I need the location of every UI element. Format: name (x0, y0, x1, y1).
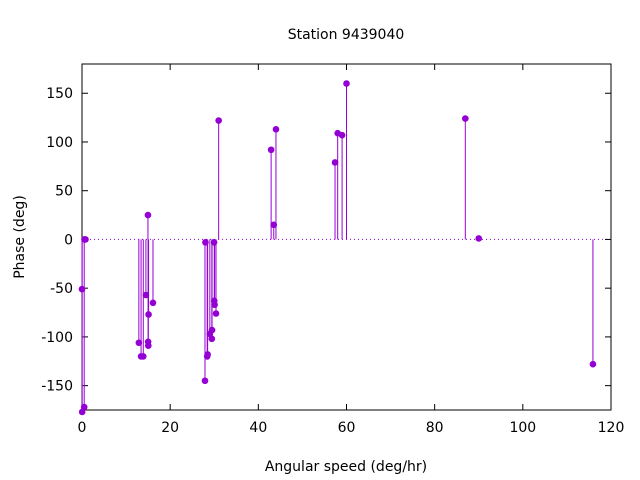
data-point (462, 115, 469, 122)
data-point (272, 126, 280, 133)
x-tick-label: 60 (338, 420, 356, 436)
data-point (208, 326, 216, 334)
y-tick-label: 50 (55, 184, 73, 200)
data-point (267, 146, 275, 154)
data-point (139, 353, 147, 360)
data-point (145, 311, 152, 318)
y-tick-label: -100 (41, 330, 73, 346)
data-point (80, 403, 88, 411)
data-point (202, 239, 209, 246)
x-tick-label: 40 (249, 420, 267, 436)
data-point (343, 80, 350, 87)
data-point (211, 301, 218, 309)
data-point (149, 299, 157, 307)
data-point (201, 377, 209, 385)
data-point (589, 360, 597, 368)
y-tick-label: 0 (64, 232, 73, 248)
data-point (204, 351, 211, 358)
data-point (145, 342, 152, 349)
y-tick-label: 150 (46, 86, 73, 102)
data-point (135, 339, 143, 347)
data-point (338, 131, 346, 139)
data-point (208, 335, 216, 343)
data-point (82, 236, 89, 243)
data-point (212, 310, 220, 317)
data-point (475, 235, 483, 242)
x-axis-label: Angular speed (deg/hr) (265, 459, 427, 475)
y-tick-label: -50 (50, 281, 73, 297)
y-tick-label: 100 (46, 135, 73, 151)
y-axis-label: Phase (deg) (12, 195, 28, 279)
data-point (270, 221, 278, 229)
x-tick-label: 80 (426, 420, 444, 436)
x-tick-label: 120 (598, 420, 625, 436)
chart-title: Station 9439040 (288, 27, 405, 43)
x-tick-label: 100 (509, 420, 536, 436)
y-tick-label: -150 (41, 379, 73, 395)
x-tick-label: 0 (78, 420, 87, 436)
data-point (144, 211, 152, 219)
data-point (210, 239, 218, 246)
x-tick-label: 20 (161, 420, 179, 436)
data-point (78, 285, 86, 293)
data-point (142, 291, 150, 299)
plot-area: 0 20 40 60 80 100 120 -150 -100 -50 0 50 100 150 (41, 63, 625, 436)
data-point (215, 117, 222, 124)
data-point (331, 159, 339, 166)
